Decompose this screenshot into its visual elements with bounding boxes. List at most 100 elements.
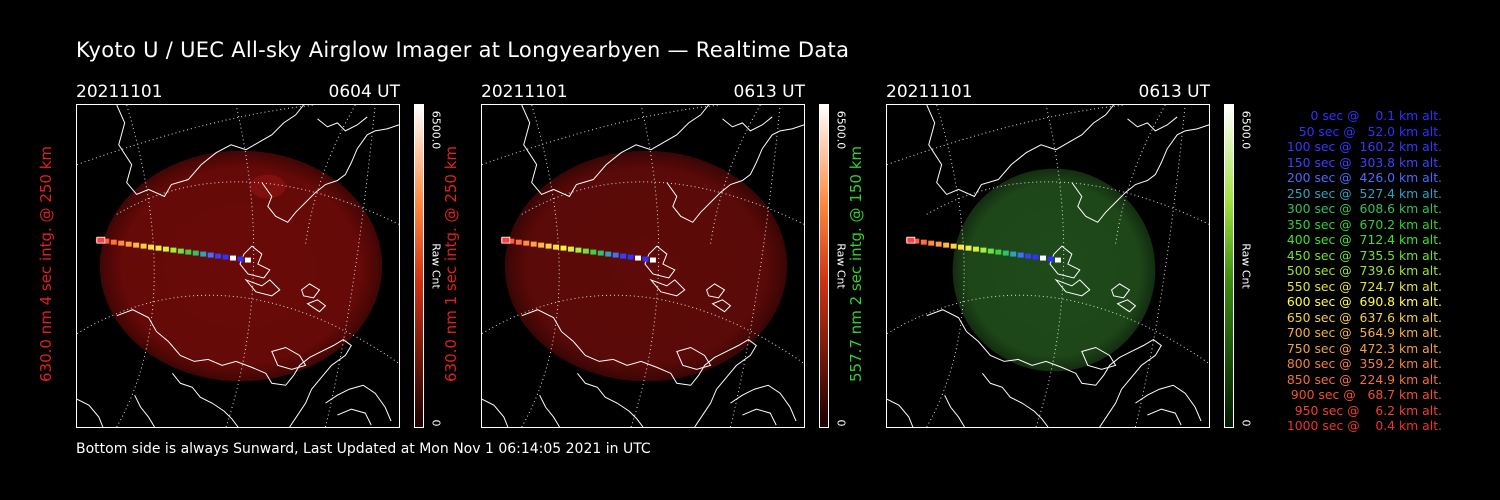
- panel-time: 0613 UT: [733, 82, 806, 102]
- track-marker: [642, 256, 649, 262]
- track-marker: [1017, 252, 1024, 258]
- track-start-marker: [501, 236, 511, 244]
- colorbar: [1224, 104, 1234, 428]
- legend-row: 900 sec @ 68.7 km alt.: [1286, 387, 1442, 402]
- track-marker: [133, 242, 140, 248]
- geo-grid: [887, 105, 1209, 427]
- track-marker: [207, 252, 214, 258]
- legend-row: 550 sec @ 724.7 km alt.: [1282, 278, 1442, 294]
- airglow-field: [952, 168, 1156, 372]
- legend-row: 650 sec @ 637.6 km alt.: [1282, 309, 1442, 325]
- colorbar-max: 6500.0: [429, 110, 443, 150]
- imager-panel-1: 20211101 0604 UT 630.0 nm 4 sec intg. @ …: [37, 82, 456, 430]
- track-marker: [244, 257, 251, 263]
- track-marker: [582, 248, 589, 254]
- legend-row: 0 sec @ 0.1 km alt.: [1298, 108, 1442, 123]
- legend-row: 400 sec @ 712.4 km alt.: [1282, 232, 1442, 247]
- page-title: Kyoto U / UEC All-sky Airglow Imager at …: [76, 38, 850, 62]
- track-marker: [649, 257, 656, 263]
- track-marker: [635, 255, 642, 261]
- track-marker: [597, 250, 604, 256]
- track-marker: [118, 240, 125, 246]
- track-marker: [965, 245, 972, 251]
- panel-date: 20211101: [481, 82, 568, 102]
- colorbar: [414, 104, 424, 428]
- legend-row: 850 sec @ 224.9 km alt.: [1282, 371, 1442, 387]
- track-marker: [575, 247, 582, 253]
- legend-row: 950 sec @ 6.2 km alt.: [1290, 402, 1442, 418]
- track-marker: [508, 238, 515, 244]
- colorbar-max: 6500.0: [834, 110, 848, 150]
- track-marker: [515, 239, 522, 245]
- imager-panel-2: 20211101 0613 UT 630.0 nm 1 sec intg. @ …: [442, 82, 861, 430]
- track-marker: [1032, 254, 1039, 260]
- legend-row: 150 sec @ 303.8 km alt.: [1282, 154, 1442, 170]
- panel-wavelength-label: 630.0 nm 4 sec intg. @ 250 km: [37, 145, 55, 383]
- legend-row: 600 sec @ 690.8 km alt.: [1282, 294, 1442, 309]
- track-marker: [913, 238, 920, 244]
- colorbar-min: 0: [1239, 419, 1253, 427]
- track-marker: [950, 243, 957, 249]
- satellite-track: [905, 236, 1061, 263]
- track-marker: [1002, 250, 1009, 256]
- colorbar-max: 6500.0: [1239, 110, 1253, 150]
- track-marker: [185, 249, 192, 255]
- track-marker: [1025, 253, 1032, 259]
- track-marker: [620, 253, 627, 259]
- coastline: [887, 105, 1209, 427]
- track-marker: [237, 256, 244, 262]
- track-marker: [103, 238, 110, 244]
- track-marker: [1040, 255, 1047, 261]
- track-marker: [928, 240, 935, 246]
- track-marker: [1010, 251, 1017, 257]
- track-start-marker: [96, 236, 106, 244]
- track-marker: [110, 239, 117, 245]
- legend-row: 350 sec @ 670.2 km alt.: [1282, 216, 1442, 232]
- colorbar: [819, 104, 829, 428]
- track-marker: [1054, 257, 1061, 263]
- track-marker: [920, 239, 927, 245]
- imager-panel-3: 20211101 0613 UT 557.7 nm 2 sec intg. @ …: [847, 82, 1266, 430]
- footer-note: Bottom side is always Sunward, Last Upda…: [76, 441, 651, 457]
- coastline: [482, 105, 804, 427]
- geo-grid: [482, 105, 804, 427]
- track-marker: [215, 253, 222, 259]
- allsky-image: [76, 104, 400, 428]
- legend-row: 300 sec @ 608.6 km alt.: [1282, 201, 1442, 216]
- track-marker: [627, 254, 634, 260]
- track-marker: [148, 244, 155, 250]
- track-marker: [605, 251, 612, 257]
- track-marker: [935, 241, 942, 247]
- panel-time: 0613 UT: [1138, 82, 1211, 102]
- colorbar-min: 0: [429, 419, 443, 427]
- track-marker: [958, 244, 965, 250]
- allsky-image: [886, 104, 1210, 428]
- track-marker: [140, 243, 147, 249]
- colorbar-unit: Raw Cnt: [834, 243, 848, 289]
- track-marker: [553, 244, 560, 250]
- legend-row: 450 sec @ 735.5 km alt.: [1282, 247, 1442, 263]
- track-start-marker: [906, 236, 916, 244]
- track-marker: [612, 252, 619, 258]
- track-marker: [162, 246, 169, 252]
- track-marker: [523, 240, 530, 246]
- panel-date: 20211101: [886, 82, 973, 102]
- legend-row: 100 sec @ 160.2 km alt.: [1282, 139, 1442, 154]
- track-marker: [590, 249, 597, 255]
- geo-grid: [77, 105, 399, 427]
- track-marker: [538, 242, 545, 248]
- colorbar-unit: Raw Cnt: [429, 243, 443, 289]
- track-marker: [222, 254, 229, 260]
- track-marker: [995, 249, 1002, 255]
- panel-wavelength-label: 557.7 nm 2 sec intg. @ 150 km: [847, 145, 865, 383]
- panel-time: 0604 UT: [328, 82, 401, 102]
- track-marker: [192, 250, 199, 256]
- panel-date: 20211101: [76, 82, 163, 102]
- track-marker: [177, 248, 184, 254]
- legend-row: 1000 sec @ 0.4 km alt.: [1286, 418, 1442, 433]
- track-marker: [530, 241, 537, 247]
- track-marker: [972, 246, 979, 252]
- track-marker: [125, 241, 132, 247]
- legend-row: 800 sec @ 359.2 km alt.: [1282, 356, 1442, 371]
- legend-row: 200 sec @ 426.0 km alt.: [1282, 170, 1442, 185]
